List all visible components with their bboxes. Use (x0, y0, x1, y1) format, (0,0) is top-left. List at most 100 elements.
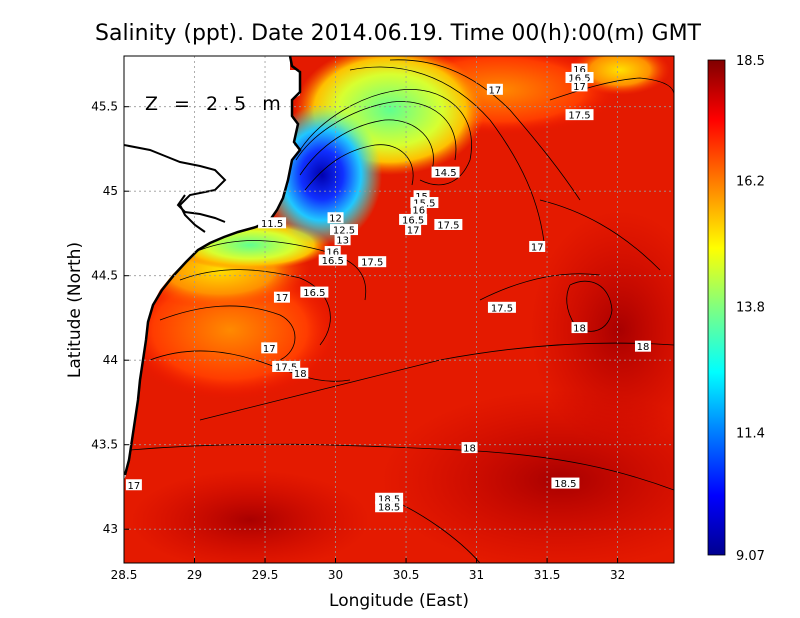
contour-label-box (273, 291, 290, 303)
contour-label-box (571, 63, 588, 75)
contour-label: 18 (573, 324, 586, 335)
x-tick-label: 30.5 (393, 568, 420, 582)
contour-label-box (318, 254, 347, 266)
coastline (124, 144, 227, 233)
contour-label: 17.5 (568, 111, 590, 122)
contour-label-box (375, 492, 404, 504)
contour-label-box (125, 479, 142, 491)
contour-label-box (358, 256, 387, 268)
contour-label: 18 (294, 369, 307, 380)
contour-label: 13 (336, 236, 349, 247)
contour-label-box (571, 80, 588, 92)
contour-label: 18.5 (378, 494, 400, 505)
colorbar-tick-label: 16.2 (736, 175, 765, 190)
contour-label: 12.5 (333, 226, 355, 237)
contour-label: 17.5 (275, 362, 297, 373)
x-tick-label: 32 (610, 568, 625, 582)
contour-label: 17 (407, 226, 420, 237)
y-axis-label: Latitude (North) (65, 242, 85, 378)
colorbar-ticks: 18.5 16.2 13.8 11.4 9.07 (736, 54, 765, 564)
x-tick-label: 31.5 (534, 568, 561, 582)
contour-label: 17 (263, 344, 276, 355)
contour-label-box (399, 213, 428, 225)
contour-label-box (261, 342, 278, 354)
y-tick-label: 44.5 (91, 269, 118, 283)
contour-label-box (571, 322, 588, 334)
contour-label-box (565, 71, 594, 83)
coastline (124, 56, 302, 476)
x-axis: 28.5 29 29.5 30 30.5 31 31.5 32 (111, 558, 625, 582)
contour-label-box (410, 203, 427, 215)
contour-label-box (324, 246, 341, 258)
colorbar-tick-label: 11.4 (736, 427, 765, 442)
contour-label: 17 (489, 85, 502, 96)
contour-label: 17.5 (361, 258, 383, 269)
contour-label: 18 (463, 444, 476, 455)
chart-title: Salinity (ppt). Date 2014.06.19. Time 00… (95, 21, 702, 46)
land-mask (124, 56, 300, 480)
grid (124, 56, 674, 563)
deep-red-patch (530, 210, 674, 450)
contour-label: 17 (276, 293, 289, 304)
contour-label: 17 (128, 481, 141, 492)
contour-label: 12 (329, 214, 342, 225)
x-tick-label: 31 (469, 568, 484, 582)
colorbar-tick-label: 13.8 (736, 301, 765, 316)
x-tick-label: 30 (328, 568, 343, 582)
contour-label: 16 (412, 205, 425, 216)
deep-red-patch (130, 470, 370, 563)
contour-label-box (292, 367, 309, 379)
contour-label-box (461, 442, 478, 454)
y-tick-label: 43 (103, 522, 118, 536)
x-tick-label: 28.5 (111, 568, 138, 582)
contour-label-box (634, 340, 651, 352)
contour-label-box (330, 224, 358, 236)
contour-label: 18.5 (378, 503, 400, 514)
contour-label-box (565, 109, 594, 121)
colorbar (707, 59, 726, 556)
contour-label-box (434, 219, 463, 230)
contour-label-box (327, 212, 344, 224)
contour-label: 18.5 (554, 479, 576, 490)
contour-label: 17 (573, 82, 586, 93)
contour-label: 17.5 (491, 303, 513, 314)
contour-label-box (551, 477, 580, 489)
plot-area (124, 56, 674, 563)
contour-label-box (375, 501, 404, 513)
contour-label-box (487, 301, 516, 313)
contour-label-box (258, 217, 287, 229)
contour-label-box (410, 197, 439, 209)
contour-label: 16 (326, 248, 339, 259)
colorbar-tick-label: 18.5 (736, 54, 765, 69)
depth-annotation: Z = 2.5 m (145, 93, 286, 115)
plot-frame (123, 55, 675, 564)
contour-label-box (300, 286, 329, 298)
contour-label: 14.5 (434, 168, 456, 179)
contour-label-box (486, 83, 503, 95)
contour-label: 18 (637, 342, 650, 353)
contour-labels: 1616.5171717.514.51515.51616.51717.511.5… (125, 63, 651, 514)
contour-label: 16.5 (322, 256, 344, 267)
coastline (176, 194, 226, 223)
contour-label: 16.5 (402, 215, 424, 226)
x-tick-label: 29 (187, 568, 202, 582)
x-tick-label: 29.5 (252, 568, 279, 582)
contour-label: 11.5 (261, 219, 283, 230)
contour-label: 16.5 (303, 288, 325, 299)
contour-label-box (405, 224, 422, 236)
contour-label-box (413, 190, 430, 202)
contour-label-box (272, 360, 301, 372)
contour-label: 17 (531, 242, 544, 253)
contour-label-box (431, 166, 460, 178)
y-tick-label: 43.5 (91, 438, 118, 452)
contour-label-box (529, 240, 546, 252)
colorbar-tick-label: 9.07 (736, 549, 765, 564)
y-tick-label: 45.5 (91, 100, 118, 114)
contour-label: 16 (573, 65, 586, 76)
contour-label: 17.5 (437, 221, 459, 232)
y-tick-label: 44 (103, 353, 118, 367)
y-axis: 43 43.5 44 44.5 45 45.5 (91, 100, 129, 536)
contour-label-box (334, 234, 351, 246)
x-axis-label: Longitude (East) (329, 591, 469, 611)
